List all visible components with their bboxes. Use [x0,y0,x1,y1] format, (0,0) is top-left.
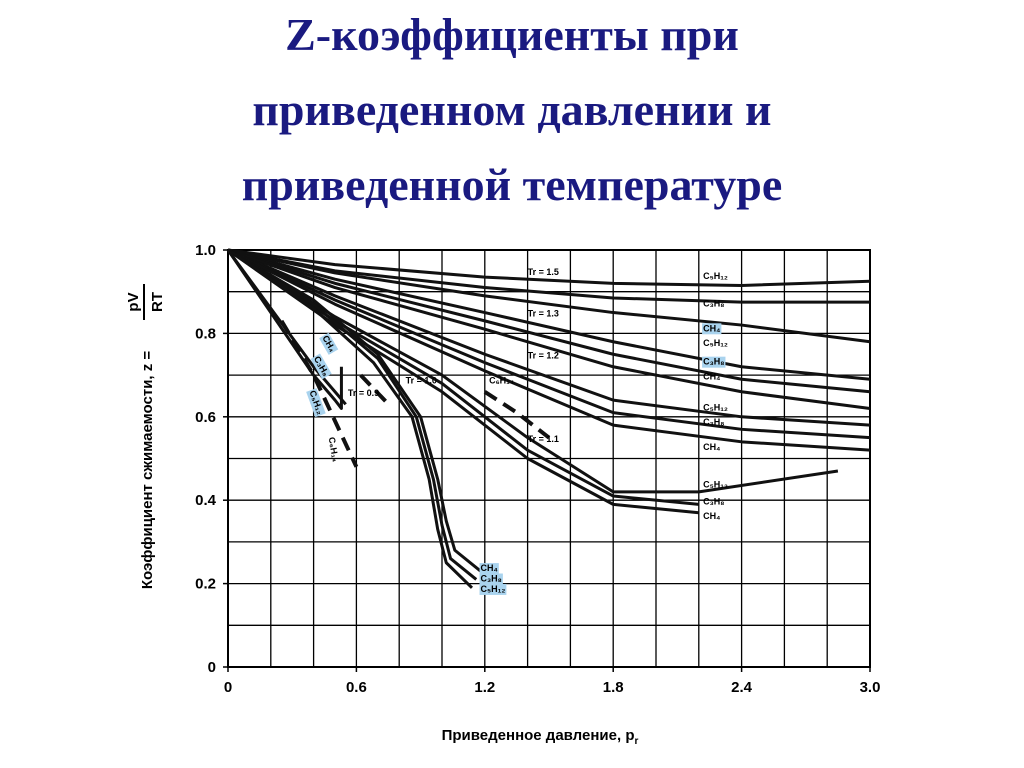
annotation-highlight [479,573,503,585]
annotation: C₃H₈ [703,417,724,427]
annotation: CH₄ [319,332,339,355]
annotation: Tr = 1.1 [528,434,559,444]
annotation: C₃H₈ [703,496,724,506]
annotation: C₅H₁₂ [703,403,728,413]
annotation: Tr = 1.0 [406,375,437,385]
annotation-highlight [479,563,499,575]
annotation: C₅H₁₂ [703,480,728,490]
annotation-label: CH₄ [481,563,498,573]
y-tick-label: 1.0 [195,242,216,259]
annotation: C₆H₁₄ [489,375,514,385]
x-tick-label: 0 [224,679,232,696]
data-line [227,248,871,287]
annotation-label: C₅H₁₂ [703,338,728,348]
annotation: C₅H₁₂ [479,583,507,595]
annotation: CH₄ [703,371,720,381]
y-axis-label-numerator: pV [125,292,142,311]
chart-title: Z-коэффициенты при [285,9,739,60]
annotation-highlight [306,388,326,418]
y-axis-label-denominator: RT [149,292,166,312]
annotation: CH₄ [703,511,720,521]
annotation-highlight [310,353,332,380]
annotation: Tr = 1.3 [528,309,559,319]
x-tick-label: 2.4 [731,679,753,696]
annotation-label: Tr = 1.2 [528,350,559,360]
y-axis-label-text: Коэффициент сжимаемости, z = [139,351,156,590]
data-line [227,248,871,452]
x-axis-label-sub: r [634,736,638,747]
data-line [227,248,871,440]
annotation-label: C₅H₁₂ [703,403,728,413]
annotation-label: C₃H₈ [481,574,502,584]
annotation: Tr = 0.9 [348,388,379,398]
annotation-label: CH₄ [703,511,720,521]
data-line [359,373,390,406]
annotation-label: C₃H₈ [703,417,724,427]
annotation-label: C₅H₁₂ [703,480,728,490]
data-line [227,248,474,589]
y-tick-label: 0.8 [195,325,216,342]
annotation: CH₄ [702,323,722,335]
annotation: C₃H₈ [702,356,726,368]
x-tick-label: 1.2 [474,679,495,696]
data-line [227,248,871,381]
data-line [227,248,871,344]
annotation: C₆H₁₄ [327,436,341,462]
annotation: C₅H₁₂ [306,388,326,418]
x-tick-label: 0.6 [346,679,367,696]
annotation-label: Tr = 1.1 [528,434,559,444]
data-line [227,248,482,573]
annotation-label: CH₄ [703,323,720,333]
annotation-label: C₅H₁₂ [481,584,506,594]
annotation-label: Tr = 1.0 [406,375,437,385]
data-line [227,248,870,304]
annotation-label: Tr = 1.3 [528,309,559,319]
annotation: CH₄ [703,442,720,452]
plot-frame [227,249,871,668]
annotation-highlight [702,323,722,335]
data-line [227,248,871,427]
annotation-highlight [319,332,339,355]
x-tick-label: 3.0 [860,679,881,696]
y-tick-label: 0.4 [195,492,217,509]
annotation: CH₄ [479,563,499,575]
annotation-label: CH₄ [703,442,720,452]
annotation: C₃H₈ [703,298,724,308]
data-line [227,248,871,394]
annotation-label: C₃H₈ [703,298,724,308]
y-tick-label: 0 [208,659,216,676]
chart-title: приведенной температуре [242,159,783,210]
annotation-label: C₃H₈ [703,357,724,367]
annotation-label: Tr = 1.5 [528,267,559,277]
annotation: Tr = 1.2 [528,350,559,360]
data-line [227,248,478,581]
x-axis-label: Приведенное давление, pr [442,727,639,747]
annotation: C₃H₈ [479,573,503,585]
annotation-label: C₆H₁₄ [489,375,514,385]
y-tick-label: 0.6 [195,409,216,426]
annotation-label: C₅H₁₂ [703,271,728,281]
annotation-label: CH₄ [703,371,720,381]
annotation-highlight [702,356,726,368]
data-line [227,248,699,515]
x-tick-label: 1.8 [603,679,624,696]
annotation: Tr = 1.5 [528,267,559,277]
y-axis-label: Коэффициент сжимаемости, z = pV RT [125,284,166,589]
annotation-highlight [479,583,507,595]
annotation: C₅H₁₂ [703,338,728,348]
data-line [226,249,347,406]
x-axis-label-text: Приведенное давление, p [442,727,635,744]
data-line [227,248,699,506]
y-tick-label: 0.2 [195,576,216,593]
chart-title: приведенном давлении и [252,84,771,135]
annotation: C₅H₁₂ [703,271,728,281]
annotation-label: Tr = 0.9 [348,388,379,398]
data-line [483,390,551,440]
annotation-label: C₃H₈ [703,496,724,506]
data-line [227,248,871,410]
annotation-label: C₆H₁₄ [327,436,341,462]
data-line [226,249,343,410]
